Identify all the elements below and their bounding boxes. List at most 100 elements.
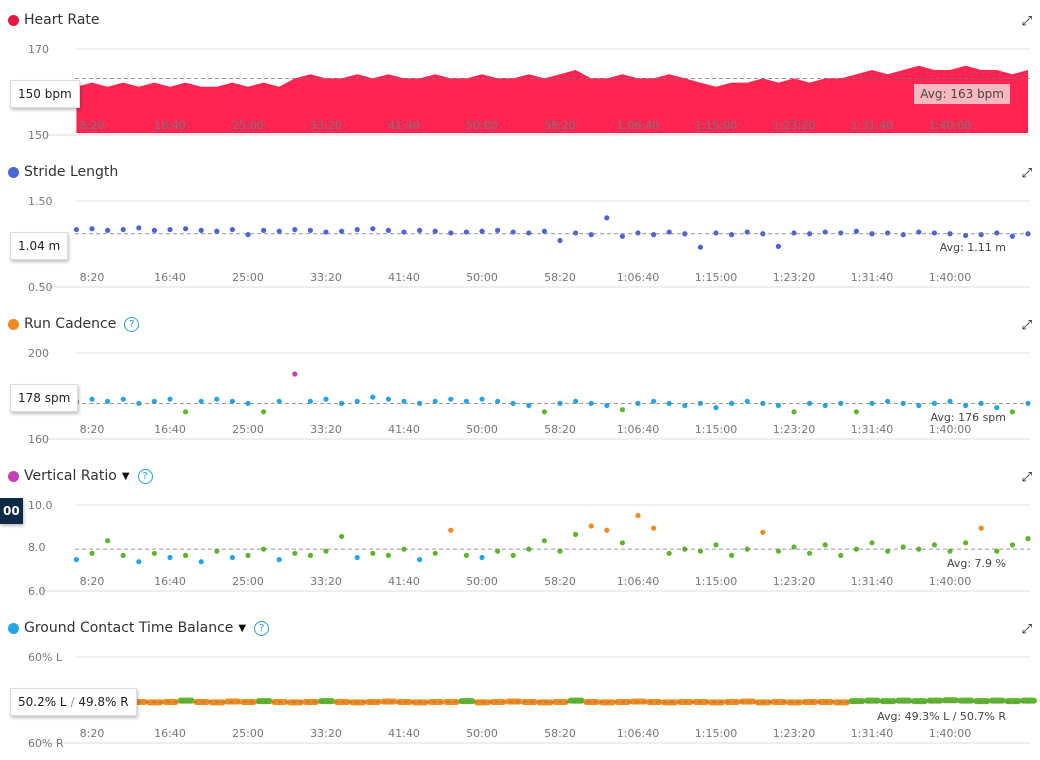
x-tick-label: 58:20: [544, 119, 576, 132]
chart-title[interactable]: Heart Rate: [8, 12, 100, 28]
x-tick-label: 41:40: [388, 271, 420, 284]
y-tick-label: 0.50: [28, 281, 53, 294]
data-point: [105, 538, 111, 544]
x-tick-label: 1:40:00: [929, 727, 971, 740]
data-point: [198, 559, 204, 565]
data-point: [557, 237, 563, 244]
hover-tooltip: 150 bpm: [10, 80, 80, 108]
chart-panel-stride-length: 1.50 0.50 8:20 16:40 25:00 33:20 41:40 50:00 58:…: [0, 152, 1040, 304]
data-point: [463, 398, 469, 404]
x-tick-label: 50:00: [466, 271, 498, 284]
x-tick-label: 33:20: [310, 575, 342, 588]
data-point: [370, 226, 376, 232]
data-point: [869, 400, 875, 406]
y-tick-label: 150: [28, 129, 49, 142]
dropdown-caret-icon[interactable]: ▼: [238, 622, 247, 634]
data-point: [339, 228, 345, 234]
data-point: [963, 540, 969, 546]
average-label: Avg: 1.11 m: [939, 241, 1006, 254]
chart-title-text: Ground Contact Time Balance: [24, 620, 234, 636]
data-point: [323, 396, 329, 402]
expand-arrows-icon[interactable]: ⤢: [1021, 166, 1032, 181]
chart-title[interactable]: Run Cadence?: [8, 316, 140, 332]
data-point: [588, 400, 594, 406]
data-point: [573, 531, 579, 537]
data-point: [807, 231, 813, 237]
y-tick-label: 8.0: [28, 541, 46, 554]
data-point: [963, 402, 969, 409]
data-point: [853, 546, 860, 552]
chart-plot[interactable]: 10.0 8.0 6.0 8:20 16:40 25:00 33:20 41:40 50:00 5…: [0, 456, 1040, 608]
data-point: [229, 398, 235, 404]
expand-arrows-icon[interactable]: ⤢: [1021, 318, 1032, 333]
x-tick-label: 16:40: [154, 271, 186, 284]
chart-panel-ground-contact-time-balance: 60% L 60% R 8:20 16:40 25:00 33:20 41:40 50:00 5…: [0, 608, 1040, 760]
data-point: [739, 698, 757, 705]
chart-plot[interactable]: 200 160 8:20 16:40 25:00 33:20 41:40 50:00 58:20…: [0, 304, 1040, 456]
question-circle-icon[interactable]: ?: [137, 468, 153, 484]
expand-arrows-icon[interactable]: ⤢: [1021, 14, 1032, 29]
chart-plot[interactable]: 170 150 8:20 16:40 25:00 33:20 41:40 50:00 58:20…: [0, 0, 1040, 152]
y-tick-label: 200: [28, 347, 49, 360]
data-point: [307, 227, 313, 233]
x-tick-label: 16:40: [154, 119, 186, 132]
data-point: [619, 233, 626, 239]
x-tick-label: 1:15:00: [695, 119, 737, 132]
expand-arrows-icon[interactable]: ⤢: [1021, 470, 1032, 485]
data-point: [541, 538, 548, 544]
data-point: [957, 697, 975, 704]
data-point: [619, 540, 626, 546]
data-point: [136, 559, 142, 565]
data-point: [120, 552, 126, 558]
data-point: [807, 550, 813, 556]
average-label: Avg: 163 bpm: [914, 84, 1010, 104]
data-point: [411, 699, 429, 706]
data-point: [900, 544, 906, 550]
data-point: [302, 698, 320, 705]
x-tick-label: 16:40: [154, 423, 186, 436]
data-point: [183, 552, 189, 558]
chart-title[interactable]: Stride Length: [8, 164, 118, 180]
chart-plot[interactable]: 60% L 60% R 8:20 16:40 25:00 33:20 41:40 50:00 5…: [0, 608, 1040, 760]
data-point: [895, 697, 913, 704]
data-point: [183, 226, 189, 232]
expand-arrows-icon[interactable]: ⤢: [1021, 622, 1032, 637]
data-point: [162, 698, 179, 705]
chart-panel-heart-rate: 170 150 8:20 16:40 25:00 33:20 41:40 50:00 58:20…: [0, 0, 1040, 152]
x-tick-label: 1:40:00: [929, 119, 971, 132]
x-tick-label: 41:40: [388, 119, 420, 132]
x-tick-label: 1:23:20: [773, 423, 815, 436]
data-point: [838, 552, 844, 558]
data-point: [120, 396, 126, 402]
question-circle-icon[interactable]: ?: [124, 316, 140, 332]
chart-panel-run-cadence: 200 160 8:20 16:40 25:00 33:20 41:40 50:00 58:20…: [0, 304, 1040, 456]
data-point: [541, 228, 548, 234]
x-tick-label: 1:31:40: [851, 727, 893, 740]
data-point: [240, 698, 257, 705]
chart-plot[interactable]: 1.50 0.50 8:20 16:40 25:00 33:20 41:40 50:00 58:…: [0, 152, 1040, 304]
data-point: [349, 699, 367, 706]
chart-title[interactable]: Vertical Ratio ▼?: [8, 468, 153, 484]
data-point: [604, 527, 610, 533]
data-point: [261, 227, 267, 233]
x-tick-label: 33:20: [310, 271, 342, 284]
question-circle-icon[interactable]: ?: [254, 620, 270, 636]
data-point: [208, 699, 226, 706]
data-point: [598, 699, 616, 706]
x-tick-label: 41:40: [388, 727, 420, 740]
data-point: [838, 230, 844, 236]
x-tick-label: 1:23:20: [773, 727, 815, 740]
data-point: [729, 232, 735, 238]
data-point: [791, 230, 797, 236]
data-point: [651, 232, 657, 238]
data-point: [385, 396, 391, 402]
x-tick-label: 1:23:20: [773, 119, 815, 132]
chart-title[interactable]: Ground Contact Time Balance ▼?: [8, 620, 270, 636]
x-tick-label: 58:20: [544, 271, 576, 284]
data-point: [167, 396, 173, 402]
data-point: [292, 550, 298, 556]
y-tick-label: 60% R: [28, 737, 64, 750]
data-point: [1020, 697, 1037, 704]
data-point: [292, 371, 298, 377]
dropdown-caret-icon[interactable]: ▼: [121, 470, 130, 482]
